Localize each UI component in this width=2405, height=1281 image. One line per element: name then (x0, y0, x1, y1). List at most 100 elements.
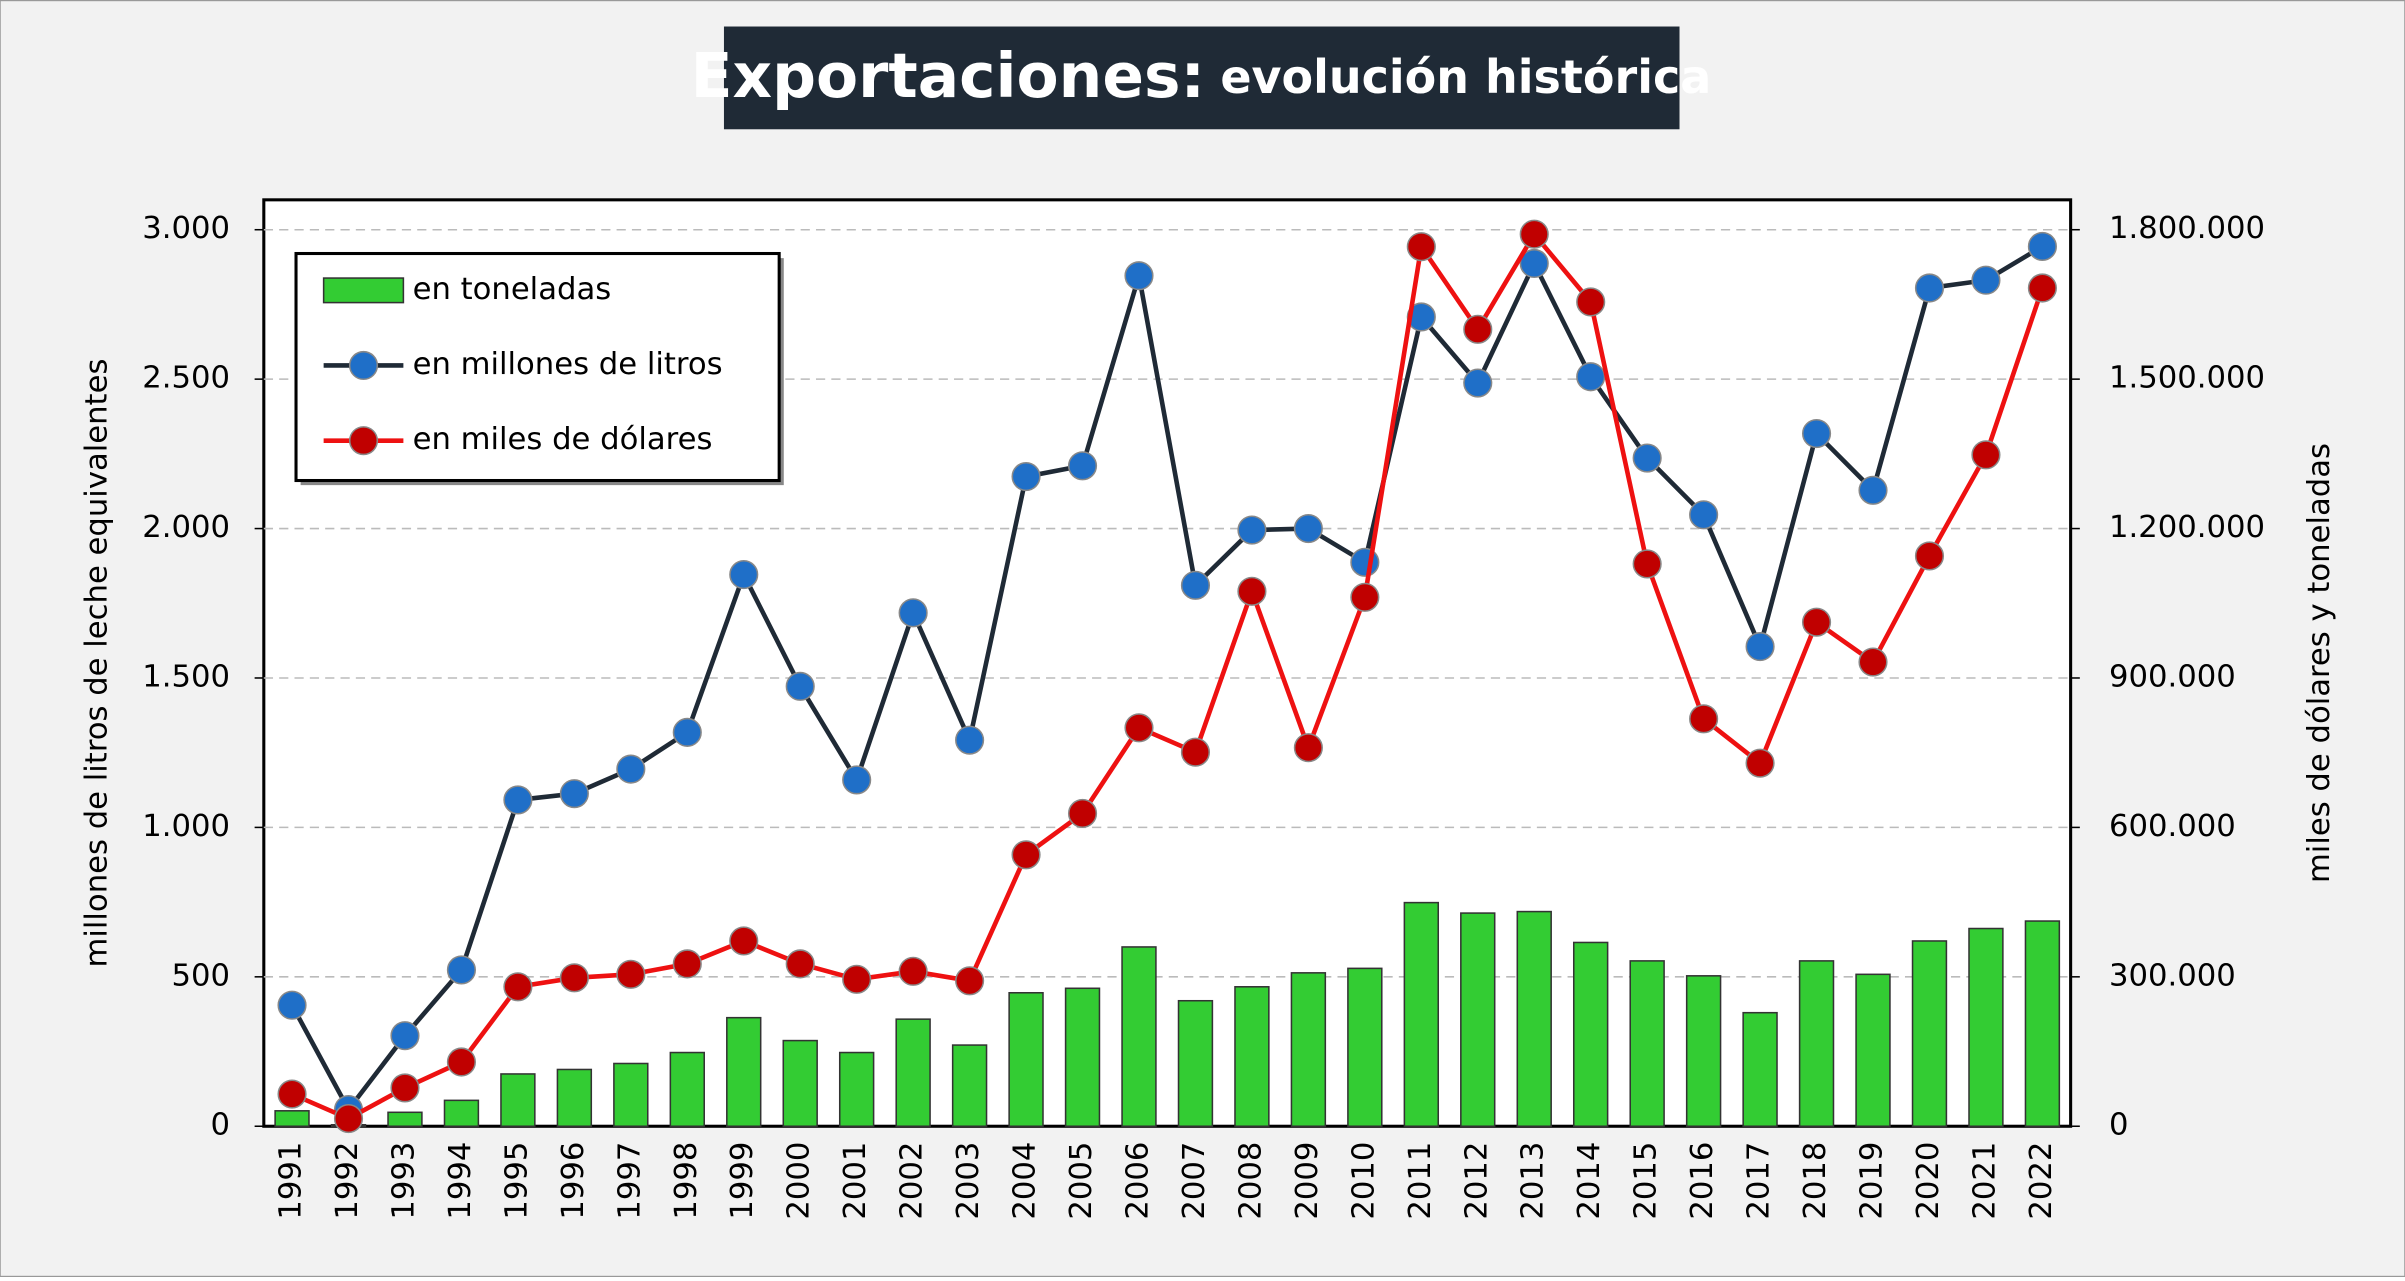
x-tick-label: 2002 (895, 1142, 930, 1220)
x-tick-label: 1994 (443, 1142, 478, 1220)
marker (446, 1047, 477, 1077)
bar (1403, 901, 1440, 1128)
marker (390, 1021, 420, 1051)
legend-swatch (348, 426, 379, 456)
x-tick-label: 1998 (669, 1142, 704, 1220)
bar (1008, 991, 1044, 1128)
bar (1177, 999, 1214, 1128)
x-tick-label: 2006 (1120, 1142, 1155, 1220)
bar (1968, 927, 2004, 1128)
x-tick-label: 2016 (1685, 1142, 1720, 1220)
bar (1290, 972, 1327, 1128)
marker (503, 972, 533, 1002)
x-tick-label: 1992 (330, 1142, 365, 1220)
x-tick-label: 2000 (782, 1142, 817, 1220)
marker (1406, 302, 1436, 332)
y2-tick-label: 900.000 (2109, 659, 2236, 694)
x-tick-label: 2003 (951, 1142, 986, 1220)
marker (955, 966, 985, 996)
bar (387, 1111, 423, 1128)
marker (898, 598, 928, 628)
x-tick-label: 2019 (1855, 1142, 1890, 1220)
x-tick-label: 2017 (1742, 1142, 1777, 1220)
marker (446, 955, 477, 985)
legend-label: en miles de dólares (413, 422, 713, 457)
bar (726, 1016, 762, 1128)
chart-title: Exportaciones: (691, 41, 1205, 112)
legend-swatch (348, 350, 379, 381)
marker (1180, 570, 1211, 600)
marker (1350, 582, 1380, 612)
y2-tick-label: 600.000 (2109, 809, 2236, 844)
marker (1011, 840, 1041, 870)
marker (1124, 713, 1154, 743)
bar (838, 1051, 875, 1128)
x-tick-label: 2021 (1967, 1142, 2002, 1220)
marker (1237, 515, 1267, 545)
x-tick-label: 2005 (1064, 1142, 1099, 1220)
marker (1519, 248, 1549, 279)
x-tick-label: 2020 (1911, 1142, 1946, 1220)
x-tick-label: 2008 (1233, 1142, 1268, 1220)
marker (1971, 265, 2001, 295)
marker (1914, 273, 1945, 303)
marker (1745, 632, 1775, 662)
marker (333, 1104, 364, 1134)
x-tick-label: 2015 (1629, 1142, 1664, 1220)
legend-label: en toneladas (413, 272, 612, 307)
bar (951, 1044, 988, 1128)
bar (1855, 973, 1891, 1128)
marker (955, 725, 985, 755)
y-tick-label: 500 (172, 958, 231, 993)
marker (559, 779, 589, 809)
bar (1911, 940, 1948, 1128)
legend-swatch (322, 277, 405, 304)
marker (785, 671, 815, 701)
bar (1460, 912, 1496, 1128)
bar (1121, 946, 1157, 1128)
marker (1914, 541, 1945, 571)
bar (1572, 941, 1609, 1128)
bar (1685, 975, 1722, 1128)
x-tick-label: 1996 (556, 1142, 591, 1220)
bar (1516, 910, 1552, 1128)
x-tick-label: 2012 (1459, 1142, 1494, 1220)
x-tick-label: 2004 (1008, 1142, 1043, 1220)
marker (1067, 798, 1098, 829)
marker (1463, 368, 1493, 398)
x-tick-label: 2014 (1572, 1142, 1607, 1220)
y2-tick-label: 1.800.000 (2109, 211, 2265, 246)
bar (669, 1051, 705, 1128)
x-tick-label: 2010 (1346, 1142, 1381, 1220)
x-tick-label: 2007 (1177, 1142, 1212, 1220)
bar (2024, 920, 2061, 1128)
marker (616, 959, 646, 989)
marker (1576, 362, 1606, 392)
bar (556, 1068, 593, 1128)
marker (1124, 261, 1154, 291)
marker (1293, 733, 1323, 763)
x-tick-label: 2009 (1290, 1142, 1325, 1220)
y2-tick-label: 300.000 (2109, 958, 2236, 993)
chart-subtitle: evolución histórica (1220, 50, 1711, 104)
marker (1011, 461, 1041, 492)
marker (616, 754, 646, 784)
y-tick-label: 1.500 (142, 659, 230, 694)
y2-tick-label: 1.500.000 (2109, 361, 2265, 396)
marker (672, 717, 702, 747)
marker (1576, 287, 1606, 317)
y-axis-label: millones de litros de leche equivalentes (80, 359, 115, 968)
marker (503, 785, 533, 815)
bar (1742, 1011, 1778, 1128)
marker (785, 949, 815, 979)
y-tick-label: 2.500 (142, 361, 230, 396)
bar (500, 1073, 536, 1128)
x-tick-label: 1995 (499, 1142, 534, 1220)
marker (1067, 451, 1098, 481)
bar (443, 1099, 480, 1128)
marker (729, 926, 759, 956)
bar (613, 1062, 649, 1128)
bar (895, 1018, 931, 1128)
x-tick-label: 2001 (838, 1142, 873, 1220)
